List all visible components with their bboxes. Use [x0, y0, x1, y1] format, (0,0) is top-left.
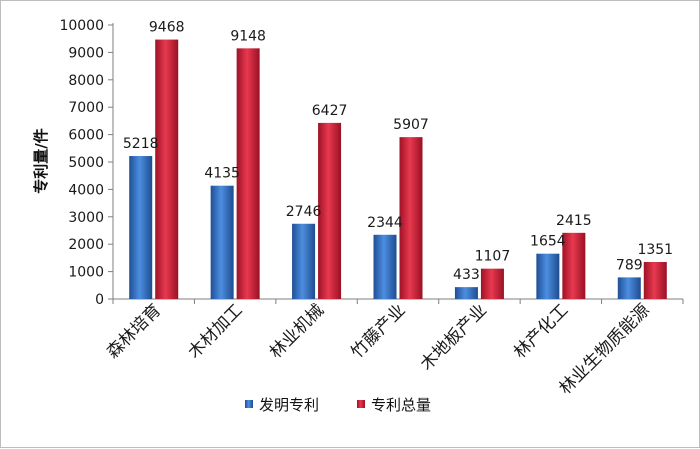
data-labels: 5218 9468 4135 9148 2746 6427 2344 5907 433 1107 1…	[123, 20, 673, 284]
y-tick-label: 1000	[68, 265, 104, 281]
axes: 0 1000 2000 3000 4000 5000 6000 7000 8000 9000 100…	[59, 18, 684, 308]
bar-invention-patent	[210, 185, 234, 299]
data-label: 433	[453, 267, 480, 283]
bar-invention-patent	[373, 234, 397, 299]
data-label: 1351	[637, 242, 673, 258]
y-tick-label: 10000	[59, 18, 104, 34]
data-label: 9148	[230, 28, 266, 44]
legend: 发明专利 专利总量	[245, 396, 431, 414]
bar-invention-patent	[454, 287, 478, 299]
bar-total-patent	[480, 268, 504, 299]
data-label: 2415	[556, 213, 592, 229]
bar-total-patent	[562, 232, 586, 299]
data-label: 5907	[393, 117, 429, 133]
bar-total-patent	[155, 39, 179, 299]
data-label: 789	[616, 257, 643, 273]
y-axis-label: 专利量/件	[32, 128, 50, 193]
y-tick-label: 7000	[68, 100, 104, 116]
bar-invention-patent	[129, 156, 153, 299]
category-label: 林产化工	[510, 300, 572, 362]
data-label: 1107	[475, 249, 511, 265]
category-label: 竹藤产业	[347, 300, 409, 362]
y-tick-label: 6000	[68, 128, 104, 144]
legend-label-total: 专利总量	[371, 396, 431, 414]
y-tick-label: 5000	[68, 155, 104, 171]
bar-total-patent	[236, 48, 260, 299]
category-label: 森林培育	[103, 300, 165, 362]
legend-swatch-invention	[245, 400, 253, 408]
bar-total-patent	[399, 137, 423, 299]
y-tick-label: 3000	[68, 210, 104, 226]
y-tick-label: 9000	[68, 45, 104, 61]
data-label: 2746	[286, 204, 322, 220]
legend-swatch-total	[357, 400, 365, 408]
bar-total-patent	[643, 261, 667, 299]
category-label: 林业机械	[266, 300, 328, 362]
data-label: 6427	[312, 103, 348, 119]
bar-invention-patent	[536, 253, 560, 299]
category-label: 木地板产业	[417, 300, 491, 374]
data-label: 2344	[367, 215, 403, 231]
data-label: 5218	[123, 136, 159, 152]
data-label: 1654	[530, 234, 566, 250]
bars	[129, 39, 667, 299]
category-label: 木材加工	[184, 300, 246, 362]
y-tick-label: 2000	[68, 237, 104, 253]
bar-invention-patent	[617, 277, 641, 299]
y-tick-label: 4000	[68, 182, 104, 198]
bar-total-patent	[318, 122, 342, 299]
y-tick-label: 8000	[68, 73, 104, 89]
legend-label-invention: 发明专利	[259, 396, 319, 414]
data-label: 4135	[204, 166, 240, 182]
bar-invention-patent	[292, 223, 316, 299]
y-tick-label: 0	[95, 292, 104, 308]
data-label: 9468	[149, 20, 185, 36]
